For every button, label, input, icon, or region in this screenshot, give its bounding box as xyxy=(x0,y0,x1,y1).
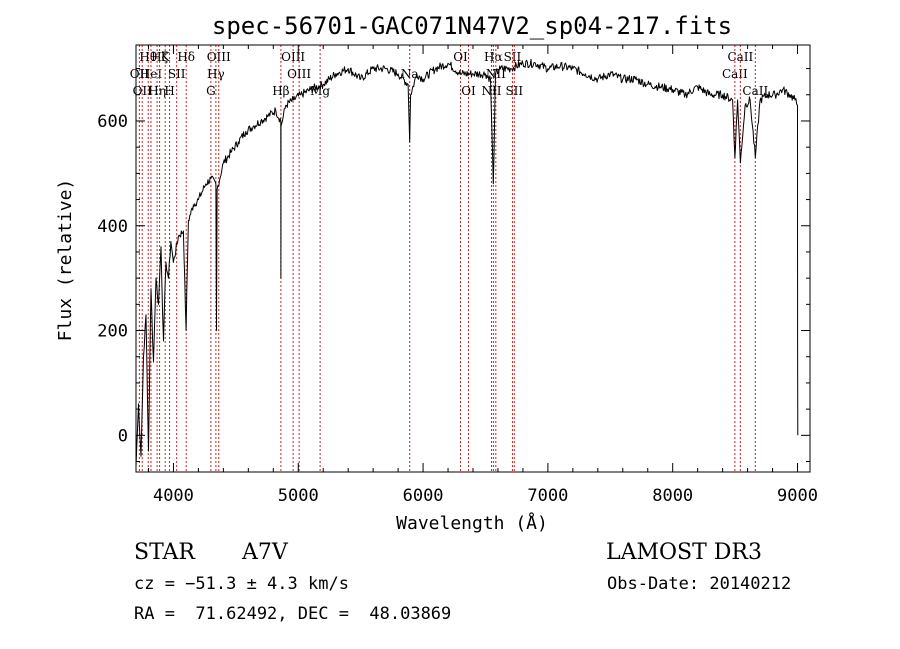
plot-frame xyxy=(135,44,811,473)
line-marker-label-12: OIII xyxy=(207,50,231,64)
line-marker-label-8: SII xyxy=(168,67,186,81)
x-tick-label-2: 6000 xyxy=(403,486,444,506)
line-marker-label-26: CaII xyxy=(727,50,753,64)
line-marker-label-7: H xyxy=(164,84,174,98)
line-marker-label-23: SII xyxy=(504,50,522,64)
survey-name: LAMOST DR3 xyxy=(606,540,762,565)
line-marker-label-25: CaII xyxy=(722,67,748,81)
x-tick-label-4: 8000 xyxy=(652,486,693,506)
y-tick-label-3: 600 xyxy=(97,112,128,132)
observation-date: Obs-Date: 20140212 xyxy=(607,574,792,594)
line-marker-label-0: OII xyxy=(130,67,150,81)
line-marker-label-5: Hζ xyxy=(151,50,168,64)
y-tick-label-1: 200 xyxy=(97,322,128,342)
x-tick-label-3: 7000 xyxy=(527,486,568,506)
object-class: STAR xyxy=(134,540,195,565)
line-marker-label-27: CaII xyxy=(742,84,768,98)
line-marker-label-3: HeI xyxy=(140,67,163,81)
line-marker-label-2: Hθ xyxy=(139,50,157,64)
line-marker-label-9: Hδ xyxy=(177,50,195,64)
line-marker-label-10: G xyxy=(206,84,216,98)
x-axis-label: Wavelength (Å) xyxy=(396,512,548,534)
x-tick-label-0: 4000 xyxy=(153,486,194,506)
spectrum-series-line-0 xyxy=(135,58,799,467)
line-marker-label-11: Hγ xyxy=(207,67,225,81)
line-marker-label-14: OIII xyxy=(281,50,305,64)
axis-ticks: 4000 5000 6000 7000 8000 9000 0 200 400 600 xyxy=(97,45,818,506)
line-marker-label-21: Hα xyxy=(484,50,503,64)
spectrum-line-group xyxy=(135,58,799,467)
redshift-velocity: cz = −51.3 ± 4.3 km/s xyxy=(134,574,349,594)
line-marker-label-6: K xyxy=(161,50,171,64)
line-marker-label-4: Hη xyxy=(148,84,166,98)
y-axis-label: Flux (relative) xyxy=(55,179,76,342)
spectral-line-markers: OIIOIIHθHeIHηHζKHSIIHδGHγOIIIHβOIIIOIIIM… xyxy=(130,45,768,472)
line-marker-label-18: OI xyxy=(453,50,468,64)
line-marker-label-20: NII xyxy=(481,84,501,98)
x-tick-label-1: 5000 xyxy=(278,486,319,506)
x-tick-label-5: 9000 xyxy=(777,486,818,506)
line-marker-label-24: SII xyxy=(505,84,523,98)
line-marker-label-17: Na xyxy=(401,67,419,81)
line-marker-label-13: Hβ xyxy=(272,84,289,98)
line-marker-label-19: OI xyxy=(461,84,476,98)
y-tick-label-2: 400 xyxy=(97,217,128,237)
chart-title: spec-56701-GAC071N47V2_sp04-217.fits xyxy=(212,12,732,40)
ra-dec-coordinates: RA = 71.62492, DEC = 48.03869 xyxy=(134,604,452,624)
y-tick-label-0: 0 xyxy=(118,426,128,446)
object-subclass: A7V xyxy=(242,540,288,565)
line-marker-label-15: OIII xyxy=(287,67,311,81)
